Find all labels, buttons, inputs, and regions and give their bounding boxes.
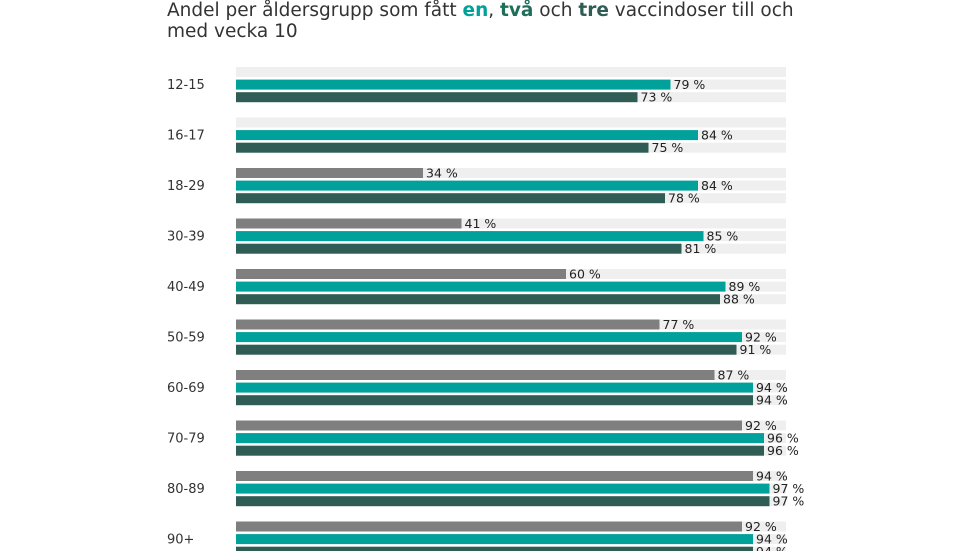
data-label: 87 % <box>718 368 750 383</box>
bar-track <box>236 117 786 128</box>
title-separator-1: , <box>488 0 501 21</box>
bar-group: 30-39 41 % 85 %81 % <box>167 216 786 256</box>
bar-en <box>236 180 698 191</box>
bar-group: 40-49 60 % 89 %88 % <box>167 267 786 307</box>
title-keyword-tva: två <box>500 0 534 21</box>
data-label: 85 % <box>707 229 739 244</box>
data-label: 34 % <box>426 166 458 181</box>
data-label: 94 % <box>756 380 788 395</box>
data-label: 84 % <box>701 178 733 193</box>
bar-två <box>236 193 665 204</box>
bar-två <box>236 344 737 355</box>
data-label: 92 % <box>745 330 777 345</box>
data-label: 41 % <box>465 216 497 231</box>
data-label: 77 % <box>663 317 695 332</box>
category-label: 50-59 <box>167 331 205 346</box>
chart-title: Andel per åldersgrupp som fått en, två o… <box>167 0 807 42</box>
bar-track <box>236 168 786 178</box>
bar-en <box>236 281 726 292</box>
data-label: 88 % <box>723 292 755 307</box>
data-label: 97 % <box>773 494 805 509</box>
category-label: 90+ <box>167 533 194 548</box>
bar-tre <box>236 269 566 279</box>
bar-två <box>236 92 638 103</box>
data-label: 97 % <box>773 481 805 496</box>
category-label: 16-17 <box>167 129 205 144</box>
bar-tre <box>236 370 715 380</box>
bar-group: 90+92 %94 %94 % <box>167 519 788 551</box>
bar-group: 18-29 34 % 84 %78 % <box>167 166 786 206</box>
bar-två <box>236 546 753 551</box>
title-keyword-tre: tre <box>578 0 609 21</box>
category-label: 40-49 <box>167 280 205 295</box>
bar-tre <box>236 168 423 178</box>
data-label: 84 % <box>701 128 733 143</box>
category-label: 18-29 <box>167 179 205 194</box>
bar-group: 60-69 87 % 94 %94 % <box>167 368 788 408</box>
data-label: 60 % <box>569 267 601 282</box>
category-label: 12-15 <box>167 78 205 93</box>
data-label: 73 % <box>641 90 673 105</box>
bar-en <box>236 483 770 494</box>
bar-en <box>236 79 671 90</box>
title-text-1: Andel per åldersgrupp som fått <box>167 0 463 21</box>
data-label: 75 % <box>652 140 684 155</box>
category-label: 60-69 <box>167 381 205 396</box>
bar-en <box>236 332 742 343</box>
data-label: 78 % <box>668 191 700 206</box>
bar-tre <box>236 319 660 330</box>
data-label: 92 % <box>745 519 777 534</box>
data-label: 94 % <box>756 393 788 408</box>
bar-en <box>236 130 698 141</box>
bar-group: 50-59 77 % 92 %91 % <box>167 317 786 357</box>
bar-en <box>236 382 753 393</box>
data-label: 94 % <box>756 469 788 484</box>
category-label: 30-39 <box>167 230 205 245</box>
bar-group: 12-15 79 %73 % <box>167 67 786 105</box>
title-separator-2: och <box>533 0 579 21</box>
bar-två <box>236 496 770 507</box>
data-label: 94 % <box>756 544 788 551</box>
bar-track <box>236 67 786 77</box>
data-label: 91 % <box>740 342 772 357</box>
data-label: 79 % <box>674 77 706 92</box>
bar-två <box>236 395 753 406</box>
bar-group: 16-17 84 % 75 % <box>167 117 786 155</box>
bar-två <box>236 294 720 305</box>
data-label: 96 % <box>767 431 799 446</box>
bar-två <box>236 142 649 153</box>
data-label: 96 % <box>767 443 799 458</box>
bar-en <box>236 231 704 242</box>
bar-tre <box>236 218 462 229</box>
bar-två <box>236 243 682 254</box>
bar-tre <box>236 521 742 532</box>
category-label: 80-89 <box>167 482 205 497</box>
data-label: 89 % <box>729 279 761 294</box>
data-label: 92 % <box>745 418 777 433</box>
category-label: 70-79 <box>167 432 205 447</box>
data-label: 81 % <box>685 241 717 256</box>
bar-en <box>236 534 753 545</box>
bar-tre <box>236 420 742 431</box>
title-text-2: vaccindoser till och med vecka 10 <box>167 0 794 42</box>
title-keyword-en: en <box>462 0 489 21</box>
bar-track <box>236 218 786 229</box>
data-label: 94 % <box>756 532 788 547</box>
bar-två <box>236 445 764 456</box>
bar-tre <box>236 471 753 481</box>
bar-en <box>236 433 764 444</box>
